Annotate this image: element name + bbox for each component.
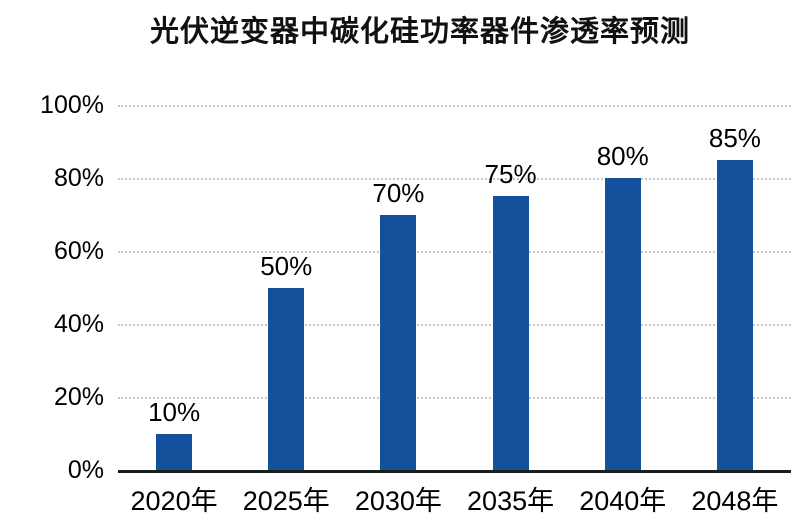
x-axis-tick-label: 2048年 [691, 486, 779, 516]
y-axis-tick-label: 0% [67, 456, 104, 484]
y-axis-tick-label: 80% [53, 164, 104, 192]
gridline-60 [118, 251, 791, 253]
y-axis-tick-label: 40% [53, 310, 104, 338]
bar-2035年 [492, 196, 529, 470]
y-axis-tick-label: 20% [53, 383, 104, 411]
bar-2030年 [380, 214, 417, 470]
chart-title: 光伏逆变器中碳化硅功率器件渗透率预测 [149, 14, 690, 48]
gridline-100 [118, 105, 791, 107]
bar-2020年 [156, 433, 193, 470]
x-axis-tick-label: 2030年 [354, 486, 442, 516]
x-axis-tick-label: 2035年 [467, 486, 555, 516]
x-axis-tick-label: 2020年 [130, 486, 218, 516]
data-label-2030年: 70% [372, 177, 425, 208]
data-label-2035年: 75% [484, 159, 537, 190]
data-label-2020年: 10% [148, 396, 201, 427]
gridline-80 [118, 178, 791, 180]
y-axis-tick-label: 100% [40, 91, 104, 119]
gridline-20 [118, 397, 791, 399]
bar-2040年 [604, 178, 641, 470]
bar-2025年 [268, 287, 305, 470]
gridline-40 [118, 324, 791, 326]
data-label-2048年: 85% [708, 122, 761, 153]
plot-area: 10% 50% 70% 75% 80% 85% [118, 105, 791, 473]
x-axis-tick-label: 2025年 [242, 486, 330, 516]
x-axis-tick-label: 2040年 [579, 486, 667, 516]
data-label-2025年: 50% [260, 250, 313, 281]
y-axis-tick-label: 60% [53, 237, 104, 265]
bar-2048年 [716, 159, 753, 470]
data-label-2040年: 80% [596, 141, 649, 171]
